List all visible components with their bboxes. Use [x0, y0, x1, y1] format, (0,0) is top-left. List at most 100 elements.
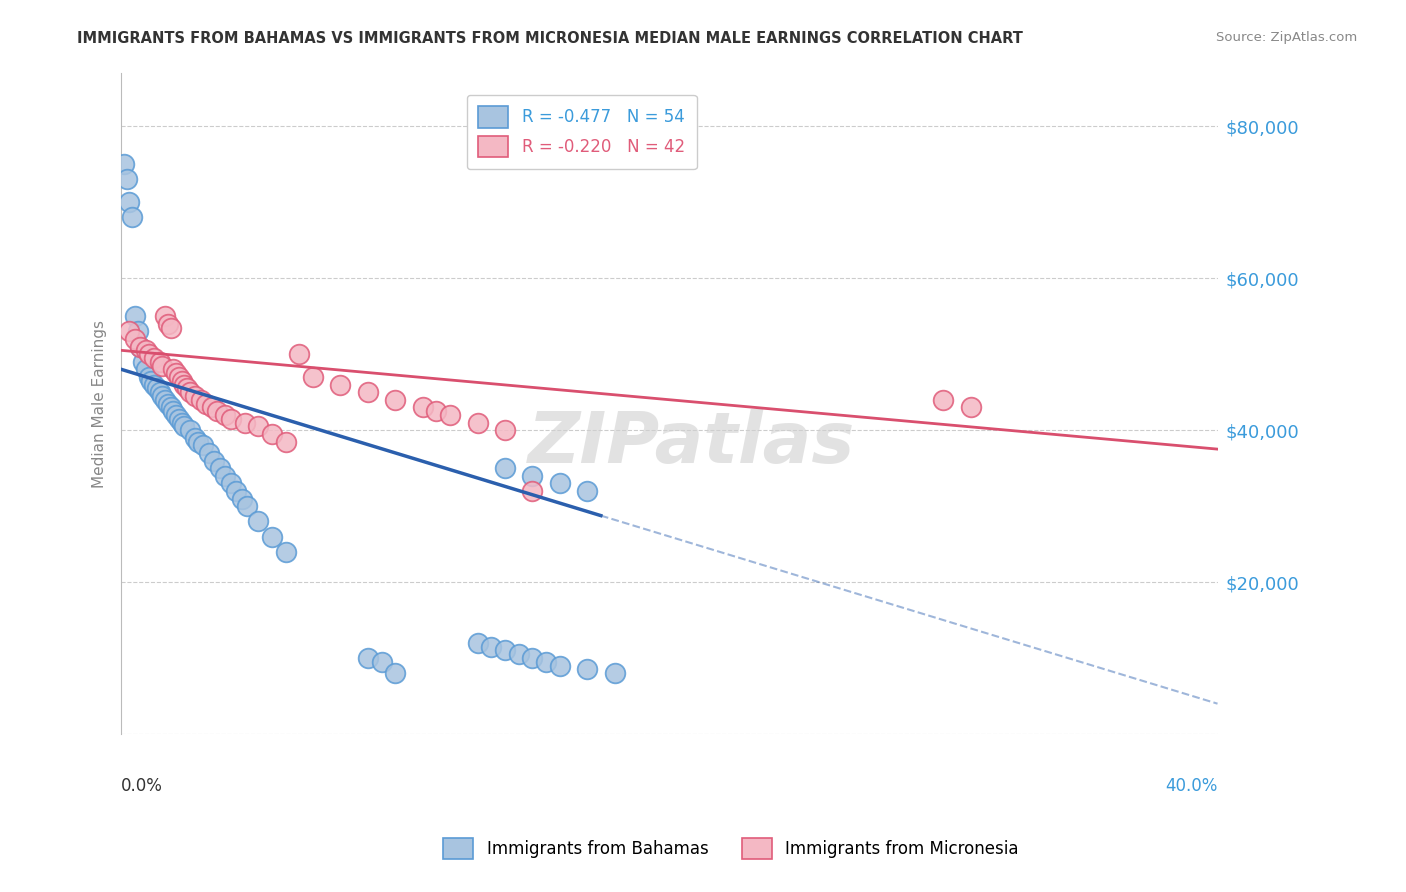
Point [162, 404, 184, 418]
Point [193, 438, 215, 452]
Point [149, 355, 172, 369]
Point [439, 408, 461, 422]
Point [603, 666, 626, 681]
Point [214, 468, 236, 483]
Point [118, 195, 141, 210]
Point [233, 416, 256, 430]
Point [129, 339, 152, 353]
Point [534, 655, 557, 669]
Point [187, 434, 209, 449]
Point [167, 411, 190, 425]
Point [201, 401, 224, 415]
Point [932, 392, 955, 407]
Point [236, 499, 259, 513]
Point [548, 476, 571, 491]
Point [153, 309, 176, 323]
Point [165, 366, 187, 380]
Point [179, 423, 201, 437]
Point [219, 411, 242, 425]
Point [494, 461, 516, 475]
Point [124, 332, 146, 346]
Point [522, 651, 544, 665]
Point [208, 461, 231, 475]
Text: Source: ZipAtlas.com: Source: ZipAtlas.com [1216, 31, 1357, 45]
Point [479, 640, 502, 654]
Text: 0.0%: 0.0% [121, 777, 163, 795]
Point [198, 446, 221, 460]
Point [329, 377, 352, 392]
Point [195, 396, 218, 410]
Point [141, 374, 163, 388]
Text: ZIPatlas: ZIPatlas [527, 409, 855, 478]
Point [288, 347, 311, 361]
Point [522, 483, 544, 498]
Point [576, 483, 599, 498]
Legend: Immigrants from Bahamas, Immigrants from Micronesia: Immigrants from Bahamas, Immigrants from… [437, 831, 1025, 866]
Point [225, 483, 247, 498]
Point [176, 381, 198, 395]
Point [508, 648, 530, 662]
Point [118, 324, 141, 338]
Point [247, 514, 270, 528]
Point [129, 339, 152, 353]
Point [143, 351, 166, 365]
Point [138, 347, 160, 361]
Point [159, 320, 181, 334]
Y-axis label: Median Male Earnings: Median Male Earnings [93, 319, 107, 488]
Point [202, 453, 225, 467]
Point [167, 370, 190, 384]
Point [384, 666, 406, 681]
Point [260, 426, 283, 441]
Point [149, 385, 172, 400]
Point [121, 211, 143, 225]
Point [150, 389, 173, 403]
Point [494, 643, 516, 657]
Point [153, 392, 176, 407]
Point [165, 408, 187, 422]
Point [247, 419, 270, 434]
Point [219, 476, 242, 491]
Point [260, 529, 283, 543]
Point [150, 359, 173, 373]
Point [357, 385, 380, 400]
Point [146, 381, 169, 395]
Point [143, 377, 166, 392]
Point [412, 401, 434, 415]
Text: IMMIGRANTS FROM BAHAMAS VS IMMIGRANTS FROM MICRONESIA MEDIAN MALE EARNINGS CORRE: IMMIGRANTS FROM BAHAMAS VS IMMIGRANTS FR… [77, 31, 1024, 46]
Point [960, 401, 983, 415]
Point [384, 392, 406, 407]
Point [138, 370, 160, 384]
Point [170, 374, 193, 388]
Point [205, 404, 228, 418]
Point [467, 636, 489, 650]
Point [127, 324, 149, 338]
Point [302, 370, 325, 384]
Point [156, 317, 179, 331]
Point [179, 385, 201, 400]
Point [170, 416, 193, 430]
Point [467, 416, 489, 430]
Point [173, 419, 195, 434]
Point [190, 392, 212, 407]
Point [522, 468, 544, 483]
Point [132, 355, 155, 369]
Point [173, 377, 195, 392]
Point [135, 362, 157, 376]
Point [231, 491, 253, 506]
Point [357, 651, 380, 665]
Point [159, 401, 181, 415]
Point [548, 658, 571, 673]
Point [214, 408, 236, 422]
Point [274, 545, 297, 559]
Point [494, 423, 516, 437]
Point [184, 431, 207, 445]
Point [124, 309, 146, 323]
Point [135, 343, 157, 358]
Point [162, 362, 184, 376]
Text: 40.0%: 40.0% [1166, 777, 1218, 795]
Point [274, 434, 297, 449]
Point [576, 663, 599, 677]
Legend: R = -0.477   N = 54, R = -0.220   N = 42: R = -0.477 N = 54, R = -0.220 N = 42 [467, 95, 696, 169]
Point [156, 396, 179, 410]
Point [112, 157, 135, 171]
